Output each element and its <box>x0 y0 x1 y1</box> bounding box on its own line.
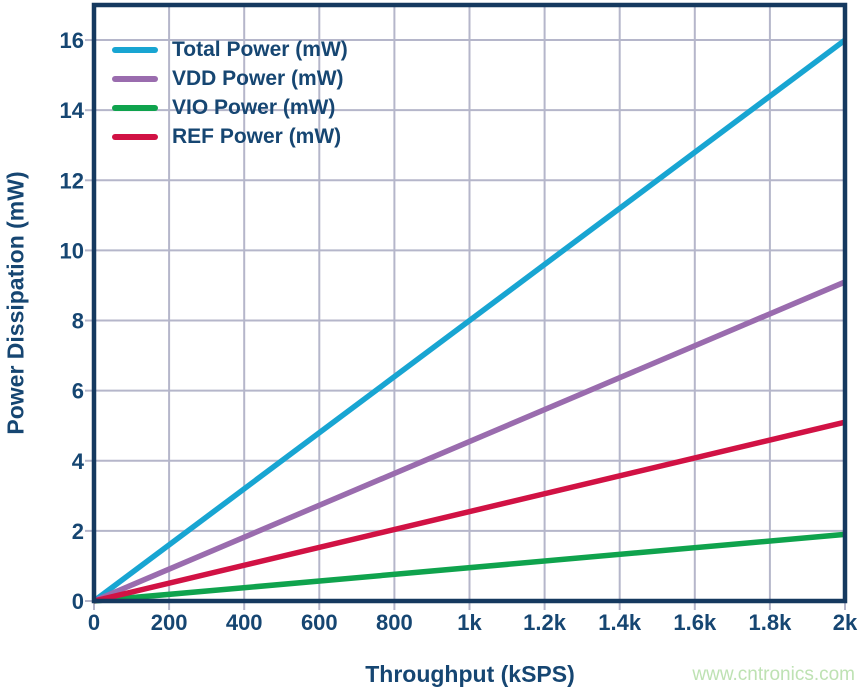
x-axis-title: Throughput (kSPS) <box>365 661 575 687</box>
x-tick-label: 600 <box>301 610 338 635</box>
legend-item: REF Power (mW) <box>112 122 348 151</box>
legend-swatch-total-power-icon <box>112 46 158 53</box>
legend-item: VIO Power (mW) <box>112 93 348 122</box>
y-tick-label: 4 <box>72 449 85 474</box>
x-tick-label: 400 <box>226 610 263 635</box>
series-line-vio-power <box>93 531 846 604</box>
plot-frame <box>91 2 848 604</box>
series-line-total-power <box>92 37 847 604</box>
x-tick-label: 1k <box>457 610 482 635</box>
y-tick-label: 8 <box>72 309 84 334</box>
legend-item: Total Power (mW) <box>112 35 348 64</box>
legend-label-total-power: Total Power (mW) <box>172 37 348 61</box>
y-tick-label: 0 <box>72 589 84 614</box>
legend-swatch-vdd-power-icon <box>112 75 158 82</box>
legend: Total Power (mW) VDD Power (mW) VIO Powe… <box>112 35 348 151</box>
legend-swatch-vio-power-icon <box>112 104 158 111</box>
x-tick-label: 2k <box>833 610 858 635</box>
y-tick-label: 16 <box>60 28 84 53</box>
x-tick-label: 0 <box>88 610 100 635</box>
series-line-vdd-power <box>92 279 847 604</box>
x-tick-label: 1.8k <box>748 610 792 635</box>
legend-label-vio-power: VIO Power (mW) <box>172 95 336 119</box>
y-tick-label: 6 <box>72 379 84 404</box>
series-line-ref-power <box>93 419 846 604</box>
y-axis-title: Power Dissipation (mW) <box>2 171 29 435</box>
legend-swatch-ref-power-icon <box>112 133 158 140</box>
x-tick-label: 200 <box>151 610 188 635</box>
legend-item: VDD Power (mW) <box>112 64 348 93</box>
y-tick-label: 12 <box>60 168 84 193</box>
x-tick-label: 800 <box>376 610 413 635</box>
y-tick-label: 2 <box>72 519 84 544</box>
legend-label-ref-power: REF Power (mW) <box>172 124 342 148</box>
x-tick-label: 1.4k <box>598 610 642 635</box>
y-tick-label: 14 <box>60 98 85 123</box>
y-tick-label: 10 <box>60 238 84 263</box>
x-tick-label: 1.2k <box>523 610 567 635</box>
x-tick-label: 1.6k <box>673 610 717 635</box>
legend-label-vdd-power: VDD Power (mW) <box>172 66 344 90</box>
watermark-text: www.cntronics.com <box>692 664 855 685</box>
